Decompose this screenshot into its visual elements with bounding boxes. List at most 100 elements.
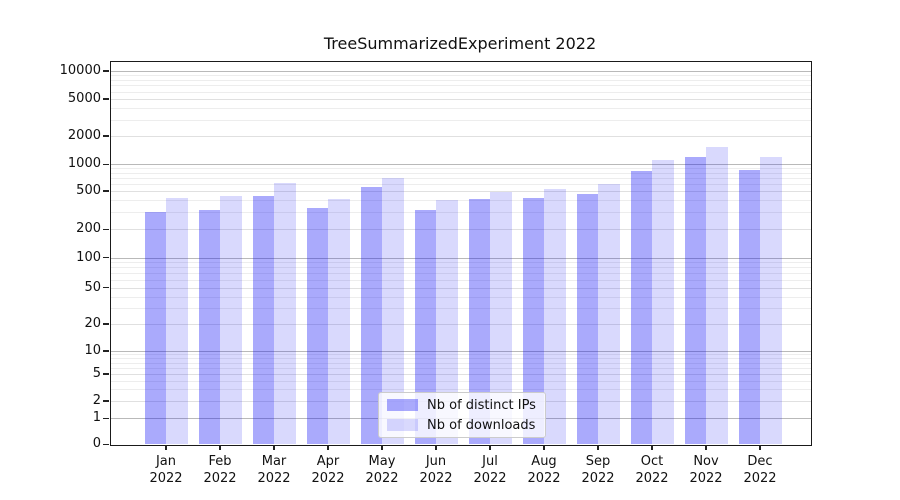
bar-downloads bbox=[382, 178, 404, 445]
x-axis-tick-label: Mar 2022 bbox=[242, 453, 306, 487]
y-axis-tick-label: 10000 bbox=[59, 63, 101, 78]
gridline bbox=[111, 324, 811, 325]
gridline-minor bbox=[111, 362, 811, 364]
month-label: Dec bbox=[747, 454, 773, 469]
y-axis-tick-label: 5000 bbox=[67, 91, 101, 106]
gridline-minor bbox=[111, 367, 811, 369]
bar-distinct-ips bbox=[684, 156, 706, 445]
bar-distinct-ips bbox=[414, 210, 436, 445]
y-axis-tick-label: 20 bbox=[84, 316, 101, 331]
y-axis-tick-label: 10 bbox=[84, 343, 101, 358]
gridline-minor bbox=[111, 108, 811, 109]
y-axis-tick bbox=[103, 163, 109, 165]
bar-downloads bbox=[166, 198, 188, 445]
gridline bbox=[111, 374, 811, 375]
bar-downloads bbox=[760, 157, 782, 445]
x-axis-tick bbox=[651, 445, 653, 450]
bar-downloads bbox=[544, 189, 566, 445]
y-axis-tick-label: 1 bbox=[92, 410, 101, 426]
x-axis-tick bbox=[219, 445, 221, 450]
gridline bbox=[111, 99, 811, 100]
bar-downloads bbox=[706, 146, 728, 445]
month-label: Jul bbox=[482, 454, 498, 469]
x-axis-tick bbox=[543, 445, 545, 450]
gridline-minor bbox=[111, 307, 811, 309]
x-axis-tick-label: Aug 2022 bbox=[512, 453, 576, 487]
x-axis-tick-label: Oct 2022 bbox=[620, 453, 684, 487]
x-axis-tick bbox=[759, 445, 761, 450]
y-axis-tick bbox=[103, 287, 109, 289]
month-label: Sep bbox=[585, 454, 611, 469]
bar-distinct-ips bbox=[144, 211, 166, 445]
bar-downloads bbox=[328, 198, 350, 445]
y-axis-tick-label: 50 bbox=[84, 279, 101, 295]
x-axis-tick-label: Jul 2022 bbox=[458, 453, 522, 487]
gridline-minor bbox=[111, 200, 811, 202]
year-label: 2022 bbox=[311, 471, 345, 486]
x-axis-tick bbox=[705, 445, 707, 450]
year-label: 2022 bbox=[419, 471, 453, 486]
gridline bbox=[111, 191, 811, 192]
gridline-minor bbox=[111, 380, 811, 382]
year-label: 2022 bbox=[635, 471, 669, 486]
gridline-minor bbox=[111, 267, 811, 269]
gridline-minor bbox=[111, 212, 811, 214]
month-label: Feb bbox=[208, 454, 232, 469]
year-label: 2022 bbox=[689, 471, 723, 486]
gridline-major bbox=[111, 257, 811, 259]
month-label: Apr bbox=[316, 454, 340, 469]
y-axis-tick bbox=[103, 373, 109, 375]
y-axis-tick bbox=[103, 443, 109, 445]
month-label: Mar bbox=[261, 454, 287, 469]
y-axis-tick bbox=[103, 135, 109, 137]
x-axis-tick bbox=[489, 445, 491, 450]
x-axis-tick-label: Jun 2022 bbox=[404, 453, 468, 487]
x-axis-tick bbox=[597, 445, 599, 450]
x-axis-tick-label: Dec 2022 bbox=[728, 453, 792, 487]
gridline-major bbox=[111, 71, 811, 72]
x-axis-tick-label: Nov 2022 bbox=[674, 453, 738, 487]
bar-distinct-ips bbox=[576, 193, 598, 445]
x-axis-tick bbox=[273, 445, 275, 450]
gridline-minor bbox=[111, 80, 811, 81]
bar-distinct-ips bbox=[630, 171, 652, 445]
gridline-minor bbox=[111, 262, 811, 264]
year-label: 2022 bbox=[473, 471, 507, 486]
bar-distinct-ips bbox=[360, 186, 382, 445]
y-axis-tick bbox=[103, 228, 109, 230]
x-axis-tick-label: May 2022 bbox=[350, 453, 414, 487]
bar-downloads bbox=[220, 195, 242, 445]
x-axis-tick bbox=[165, 445, 167, 450]
gridline-minor bbox=[111, 389, 811, 391]
y-axis-tick-label: 5 bbox=[92, 366, 101, 381]
gridline-minor bbox=[111, 358, 811, 360]
legend-label-downloads: Nb of downloads bbox=[427, 417, 536, 433]
year-label: 2022 bbox=[581, 471, 615, 486]
bar-distinct-ips bbox=[522, 198, 544, 445]
y-axis-tick bbox=[103, 190, 109, 192]
y-axis-tick-label: 100 bbox=[76, 249, 101, 265]
month-label: Jan bbox=[155, 454, 177, 469]
year-label: 2022 bbox=[527, 471, 561, 486]
gridline-minor bbox=[111, 119, 811, 121]
gridline-minor bbox=[111, 296, 811, 298]
y-axis-tick-label: 2 bbox=[92, 393, 101, 408]
bar-distinct-ips bbox=[198, 210, 220, 445]
year-label: 2022 bbox=[257, 471, 291, 486]
bar-downloads bbox=[598, 183, 620, 445]
y-axis-tick bbox=[103, 70, 109, 72]
y-axis-tick bbox=[103, 350, 109, 352]
y-axis-tick bbox=[103, 257, 109, 259]
year-label: 2022 bbox=[365, 471, 399, 486]
legend: Nb of distinct IPs Nb of downloads bbox=[378, 392, 546, 438]
month-label: Jun bbox=[425, 454, 447, 469]
bar-downloads bbox=[274, 182, 296, 445]
y-axis-tick-label: 2000 bbox=[67, 128, 101, 143]
year-label: 2022 bbox=[203, 471, 237, 486]
y-axis-tick-label: 0 bbox=[92, 436, 101, 452]
chart-title: TreeSummarizedExperiment 2022 bbox=[323, 34, 597, 53]
gridline-minor bbox=[111, 178, 811, 180]
year-label: 2022 bbox=[149, 471, 183, 486]
x-axis-tick bbox=[327, 445, 329, 450]
